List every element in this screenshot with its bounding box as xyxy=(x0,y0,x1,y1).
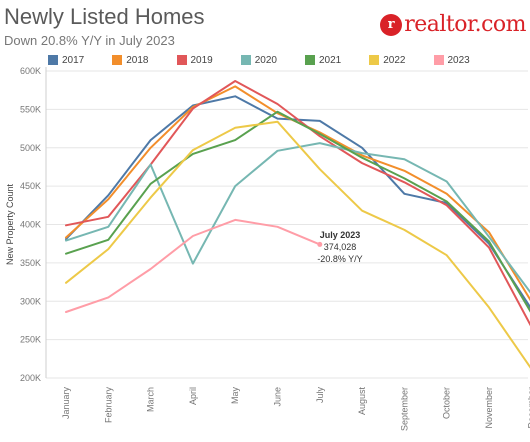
legend-label: 2020 xyxy=(254,54,277,66)
legend-label: 2019 xyxy=(190,54,213,66)
y-tick-label: 450K xyxy=(20,181,41,191)
chart-title: Newly Listed Homes xyxy=(4,4,205,29)
legend-item: 2019 xyxy=(176,53,213,67)
annotation-point xyxy=(317,241,323,247)
house-icon: r xyxy=(380,13,403,36)
y-tick-label: 400K xyxy=(20,220,41,230)
legend-swatch xyxy=(48,55,58,65)
x-tick-label: January xyxy=(61,387,71,420)
series-line-2023 xyxy=(65,218,321,313)
annotation-label: July 2023 xyxy=(320,230,361,240)
x-tick-label: October xyxy=(442,387,452,419)
y-tick-label: 350K xyxy=(20,258,41,268)
annotation-label: -20.8% Y/Y xyxy=(317,254,362,264)
legend-item: 2021 xyxy=(305,53,341,67)
legend-swatch xyxy=(433,55,444,65)
legend-item: 2022 xyxy=(369,53,406,67)
x-tick-label: April xyxy=(188,387,198,405)
legend-label: 2017 xyxy=(62,54,85,66)
legend-swatch xyxy=(240,55,251,65)
legend-item: 2017 xyxy=(48,53,84,67)
legend-label: 2022 xyxy=(383,54,406,66)
y-tick-label: 300K xyxy=(20,296,41,306)
y-tick-label: 500K xyxy=(20,143,41,153)
x-tick-label: July xyxy=(315,387,325,404)
chart-subtitle: Down 20.8% Y/Y in July 2023 xyxy=(4,33,175,48)
x-tick-label: March xyxy=(146,387,156,412)
legend-swatch xyxy=(369,55,380,65)
legend-label: 2023 xyxy=(447,54,470,66)
legend-label: 2018 xyxy=(126,54,149,66)
series-line-2022 xyxy=(65,120,530,369)
x-tick-label: November xyxy=(484,387,494,429)
x-tick-label: May xyxy=(230,387,240,405)
series-line-2021 xyxy=(65,110,530,313)
legend-label: 2021 xyxy=(319,54,342,66)
legend-item: 2023 xyxy=(433,53,470,67)
legend-item: 2020 xyxy=(240,53,277,67)
legend-item: 2018 xyxy=(112,53,149,67)
y-tick-label: 600K xyxy=(20,66,41,76)
legend-swatch xyxy=(112,55,123,65)
legend: 2017 2018 2019 2020 2021 2022 2023 xyxy=(48,53,498,67)
legend-swatch xyxy=(176,55,187,65)
x-tick-label: February xyxy=(103,387,113,424)
y-tick-label: 550K xyxy=(20,104,41,114)
legend-swatch xyxy=(305,55,315,65)
y-tick-label: 200K xyxy=(20,373,41,383)
logo-text: realtor.com xyxy=(404,12,526,37)
x-tick-label: September xyxy=(399,387,409,431)
y-axis-label: New Property Count xyxy=(5,183,15,265)
annotation-label: 374,028 xyxy=(324,242,357,252)
x-tick-label: June xyxy=(273,387,283,407)
x-tick-label: December xyxy=(526,387,530,429)
x-tick-label: August xyxy=(357,387,367,416)
y-tick-label: 250K xyxy=(20,335,41,345)
realtor-logo: r realtor.com xyxy=(380,12,526,37)
